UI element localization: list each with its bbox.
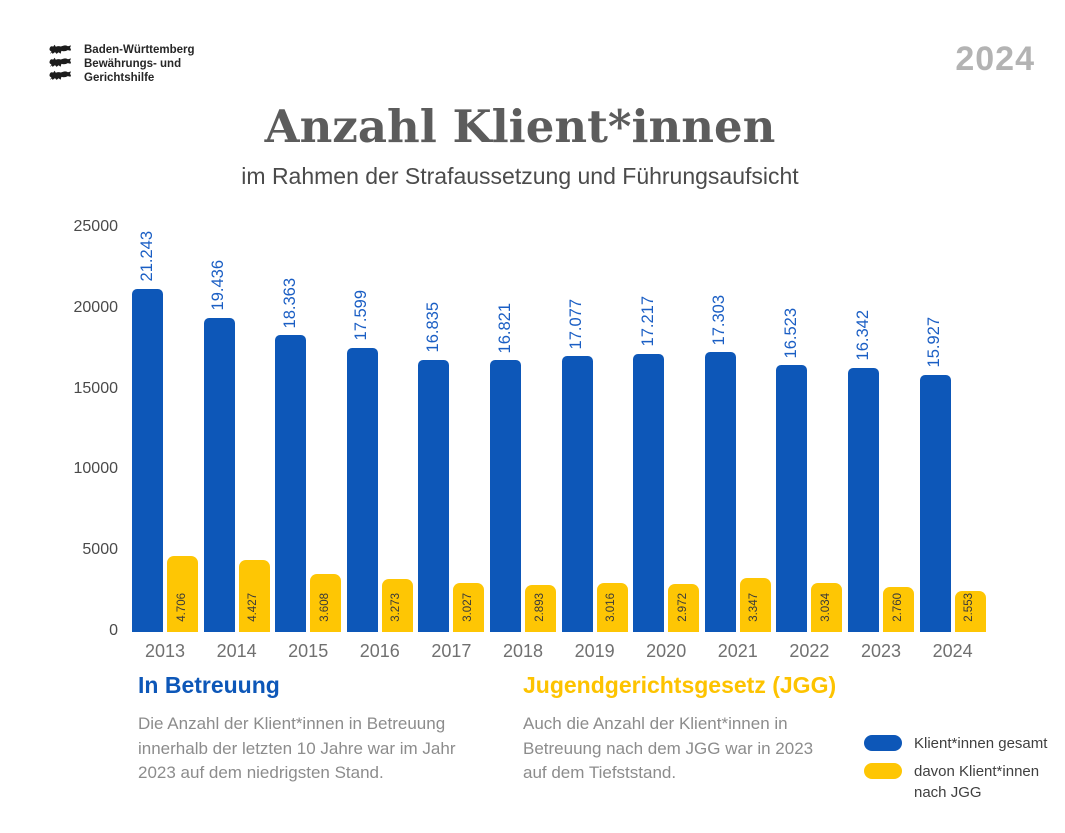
section-body-in-betreuung: Die Anzahl der Klient*innen in Betreuung… <box>138 714 456 783</box>
bar-total <box>704 352 736 632</box>
x-axis-year-label: 2021 <box>717 641 758 661</box>
bar-total-value-label: 16.821 <box>495 302 514 354</box>
bar-total-value-label: 19.436 <box>209 260 228 311</box>
bar-total <box>561 356 593 632</box>
x-axis-year-label: 2016 <box>359 641 400 661</box>
bar-jgg <box>954 590 986 632</box>
bar-total <box>346 347 378 632</box>
bar-total-value-label: 15.927 <box>925 317 944 368</box>
bar-jgg-value-label: 3.016 <box>605 593 618 622</box>
bar-jgg <box>883 587 914 632</box>
x-axis-year-label: 2024 <box>932 641 973 661</box>
x-axis-year-label: 2019 <box>574 641 615 661</box>
bar-total-value-label: 18.363 <box>280 277 299 329</box>
x-axis-year-label: 2014 <box>216 641 257 661</box>
logo-line-2: Bewährungs- und <box>84 58 182 71</box>
bar-total <box>132 288 163 632</box>
y-axis-tick-label: 0 <box>109 622 118 639</box>
section-body-jgg: Auch die Anzahl der Klient*innen in Betr… <box>523 714 814 783</box>
legend-swatch-yellow <box>864 763 902 779</box>
bar-jgg <box>238 560 270 632</box>
legend-label-jgg: davon Klient*innen nach JGG <box>914 763 1040 801</box>
bar-jgg-value-label: 3.034 <box>819 593 832 622</box>
bar-jgg-value-label: 2.893 <box>533 593 546 622</box>
legend-item-jgg: davon Klient*innen nach JGG <box>864 761 1064 803</box>
bar-jgg <box>310 573 342 632</box>
bar-total <box>275 335 307 632</box>
bar-total-value-label: 16.342 <box>853 310 872 361</box>
bar-total-value-label: 17.303 <box>710 294 729 346</box>
page-subtitle: im Rahmen der Strafaussetzung und Führun… <box>241 163 799 189</box>
legend-item-gesamt: Klient*innen gesamt <box>864 733 1064 754</box>
bar-jgg-value-label: 3.273 <box>390 593 403 622</box>
bar-total-value-label: 16.835 <box>423 302 442 353</box>
bar-total <box>418 359 450 632</box>
x-axis-year-label: 2023 <box>860 641 902 661</box>
legend-swatch-blue <box>864 735 902 751</box>
bar-jgg-value-label: 2.760 <box>891 593 904 622</box>
x-axis-year-label: 2013 <box>144 641 186 661</box>
bw-logo: Baden-Württemberg Bewährungs- und Gerich… <box>48 44 195 86</box>
bar-jgg <box>167 555 198 632</box>
section-heading-in-betreuung: In Betreuung <box>138 672 280 698</box>
bar-jgg-value-label: 2.553 <box>963 593 976 622</box>
bar-total <box>203 317 235 632</box>
bar-jgg <box>811 582 843 632</box>
report-year: 2024 <box>955 40 1035 78</box>
three-lions-icon <box>49 44 71 80</box>
y-axis-tick-label: 5000 <box>82 541 118 559</box>
bar-total-value-label: 21.243 <box>137 231 156 282</box>
bar-total <box>490 360 521 632</box>
bar-total <box>919 374 951 632</box>
logo-line-1: Baden-Württemberg <box>84 44 195 57</box>
bar-jgg-value-label: 4.427 <box>247 593 260 622</box>
x-axis-year-label: 2022 <box>789 641 830 661</box>
legend-label-gesamt: Klient*innen gesamt <box>914 735 1048 752</box>
bar-jgg-value-label: 3.027 <box>461 593 474 622</box>
x-axis-year-label: 2015 <box>288 641 329 661</box>
y-axis-tick-label: 10000 <box>73 460 119 478</box>
x-axis-year-label: 2018 <box>502 641 544 661</box>
section-heading-jgg: Jugendgerichtsgesetz (JGG) <box>523 672 837 698</box>
bar-total-value-label: 17.599 <box>352 290 371 341</box>
bar-jgg <box>525 585 556 632</box>
bar-jgg-value-label: 3.608 <box>318 593 331 622</box>
bar-total-value-label: 17.217 <box>638 296 657 347</box>
bar-jgg-value-label: 4.706 <box>175 593 188 622</box>
bar-total-value-label: 16.523 <box>781 307 800 358</box>
x-axis-year-label: 2017 <box>431 641 472 661</box>
logo-line-3: Gerichtshilfe <box>84 71 155 84</box>
bar-total <box>776 364 808 632</box>
logo-text: Baden-Württemberg Bewährungs- und Gerich… <box>84 44 195 85</box>
bar-total-value-label: 17.077 <box>567 298 586 350</box>
y-axis-tick-label: 15000 <box>73 379 119 397</box>
bar-jgg <box>596 583 628 632</box>
bar-jgg <box>453 583 485 632</box>
bar-jgg <box>739 577 771 632</box>
bar-total <box>848 367 879 632</box>
chart-legend: Klient*innen gesamt davon Klient*innen n… <box>864 733 1064 810</box>
bar-jgg <box>668 583 700 632</box>
chart-plot: 0 5000 10000 15000 20000 25000 21.243 4.706 2013… <box>74 218 1005 665</box>
page-title: Anzahl Klient*innen <box>264 100 776 153</box>
bar-jgg <box>381 579 413 632</box>
x-axis-year-label: 2020 <box>646 641 687 661</box>
y-axis-tick-label: 25000 <box>73 218 119 235</box>
bar-total <box>633 353 665 632</box>
y-axis-tick-label: 20000 <box>73 298 119 316</box>
bar-jgg-value-label: 2.972 <box>676 593 689 622</box>
bar-jgg-value-label: 3.347 <box>748 593 761 622</box>
